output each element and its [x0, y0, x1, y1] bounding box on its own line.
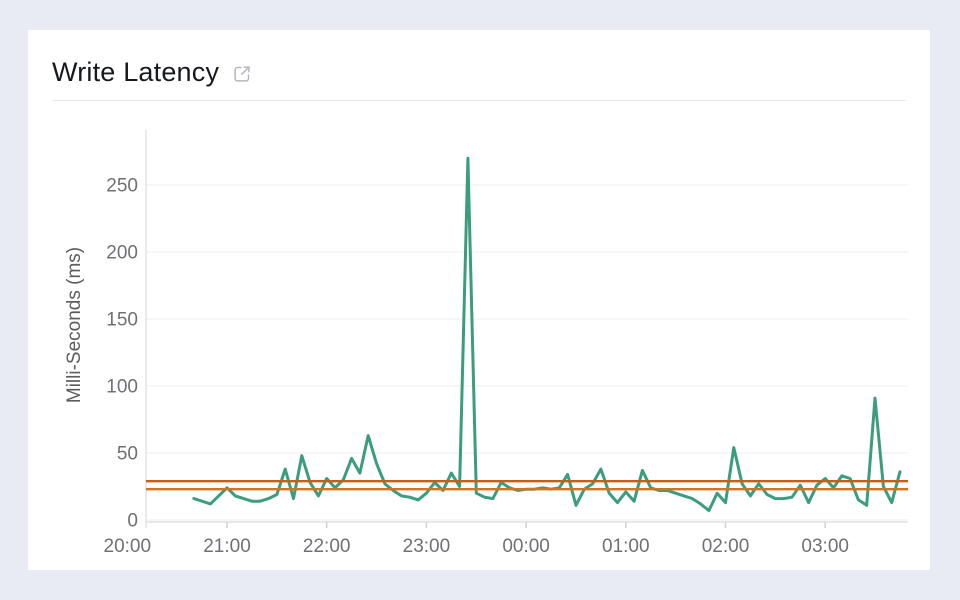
x-tick-label: 00:00	[502, 536, 550, 557]
chart-area[interactable]: 0 50 100 150 200 250 20:00 21:00 22:00 23:00 00:00…	[28, 100, 930, 570]
latency-chart: 0 50 100 150 200 250 20:00 21:00 22:00 23:00 00:00…	[64, 130, 908, 557]
x-tick-label: 01:00	[602, 536, 650, 557]
y-axis-title: Milli-Seconds (ms)	[64, 247, 85, 403]
y-tick-label: 50	[117, 444, 138, 465]
x-tick-label: 03:00	[801, 536, 849, 557]
card-header: Write Latency	[52, 54, 252, 90]
x-tick-label: 20:00	[104, 536, 152, 557]
header-divider	[52, 100, 906, 101]
chart-title: Write Latency	[52, 57, 220, 87]
x-tick-label: 23:00	[403, 536, 451, 557]
y-tick-label: 250	[106, 176, 138, 197]
write-latency-card: Write Latency 0 50 100 150 200 250 20:00 21:00 2…	[28, 30, 930, 570]
series-line-write_latency_ms[interactable]	[192, 156, 902, 513]
x-tick-label: 22:00	[303, 536, 351, 557]
y-tick-label: 150	[106, 310, 138, 331]
y-tick-label: 200	[106, 243, 138, 264]
y-tick-label: 100	[106, 377, 138, 398]
external-link-icon[interactable]	[232, 64, 252, 84]
x-tick-label: 02:00	[702, 536, 750, 557]
y-tick-label: 0	[127, 511, 138, 532]
x-tick-label: 21:00	[203, 536, 251, 557]
